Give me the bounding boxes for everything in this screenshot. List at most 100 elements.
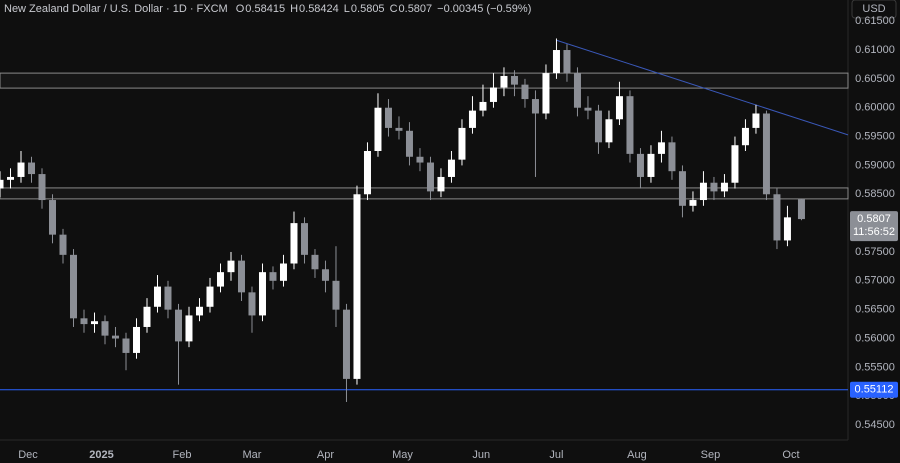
candle-body bbox=[59, 234, 67, 255]
candle-body bbox=[552, 50, 560, 74]
candle-body bbox=[710, 182, 718, 192]
candle-body bbox=[6, 176, 14, 180]
currency[interactable]: USD bbox=[862, 3, 885, 15]
candle-body bbox=[720, 182, 728, 192]
ohlc-label: C bbox=[390, 3, 398, 15]
y-tick-label: 0.59500 bbox=[855, 130, 895, 142]
candle-body bbox=[626, 96, 634, 154]
candle-body bbox=[237, 260, 245, 293]
candle-body bbox=[405, 130, 413, 157]
candle-body bbox=[290, 223, 298, 264]
ohlc-label: L bbox=[344, 3, 350, 15]
level-label: 0.55112 bbox=[855, 384, 894, 396]
candle-body bbox=[479, 101, 487, 111]
candle-body bbox=[332, 280, 340, 310]
candle-body bbox=[584, 107, 592, 111]
y-tick-label: 0.61000 bbox=[855, 44, 895, 56]
y-tick-label: 0.58500 bbox=[855, 188, 895, 200]
candle-body bbox=[636, 153, 644, 177]
candle-body bbox=[363, 150, 371, 195]
chart-title: New Zealand Dollar / U.S. Dollar · 1D · … bbox=[4, 3, 228, 15]
candle-body bbox=[384, 107, 392, 128]
candle-body bbox=[216, 272, 224, 287]
candle-body bbox=[783, 217, 791, 241]
candle-body bbox=[437, 176, 445, 192]
candle-body bbox=[101, 321, 109, 336]
countdown: 11:56:52 bbox=[853, 226, 895, 238]
candle-body bbox=[458, 127, 466, 160]
candle-body bbox=[143, 306, 151, 327]
x-tick-label: 2025 bbox=[89, 449, 113, 461]
ohlc-label: O bbox=[236, 3, 245, 15]
x-tick-label: Apr bbox=[317, 449, 334, 461]
currency-box[interactable] bbox=[851, 0, 897, 19]
candle-body bbox=[300, 223, 308, 255]
y-tick-label: 0.59000 bbox=[855, 159, 895, 171]
candle-body bbox=[0, 179, 4, 189]
zone bbox=[0, 187, 849, 200]
ohlc-value: 0.58424 bbox=[299, 3, 339, 15]
candle-body bbox=[185, 315, 193, 342]
x-tick-label: May bbox=[392, 449, 413, 461]
candle-body bbox=[668, 142, 676, 172]
candle-body bbox=[90, 321, 98, 325]
x-tick-label: Dec bbox=[18, 449, 38, 461]
candle-body bbox=[38, 174, 46, 201]
candle-body bbox=[678, 171, 686, 206]
candle-body bbox=[797, 199, 805, 220]
candle-body bbox=[395, 127, 403, 131]
candle-body bbox=[731, 145, 739, 183]
candle-body bbox=[416, 156, 424, 163]
price-label-box bbox=[850, 211, 898, 242]
candle-body bbox=[615, 96, 623, 120]
y-tick-label: 0.54500 bbox=[855, 419, 895, 431]
x-tick-label: Jul bbox=[549, 449, 563, 461]
candle-body bbox=[741, 127, 749, 146]
candle-body bbox=[69, 254, 77, 319]
candle-body bbox=[153, 286, 161, 307]
candle-body bbox=[531, 99, 539, 114]
trend-line bbox=[556, 39, 849, 136]
y-tick-label: 0.60500 bbox=[855, 73, 895, 85]
candle-body bbox=[227, 260, 235, 273]
candle-body bbox=[17, 162, 25, 177]
candle-body bbox=[773, 194, 781, 241]
candle-body bbox=[374, 107, 382, 151]
candle-body bbox=[27, 162, 35, 175]
candle-body bbox=[542, 73, 550, 114]
y-tick-label: 0.57500 bbox=[855, 246, 895, 258]
candle-body bbox=[762, 113, 770, 195]
y-tick-label: 0.55500 bbox=[855, 361, 895, 373]
candle-body bbox=[269, 272, 277, 281]
y-tick-label: 0.56000 bbox=[855, 332, 895, 344]
candle-body bbox=[164, 286, 172, 310]
candle-body bbox=[447, 159, 455, 177]
zone bbox=[0, 72, 849, 89]
ohlc-value: 0.5805 bbox=[351, 3, 385, 15]
candle-body bbox=[48, 200, 56, 235]
candle-body bbox=[468, 110, 476, 128]
candle-body bbox=[521, 84, 529, 100]
candle-body bbox=[111, 335, 119, 339]
candle-body bbox=[80, 318, 88, 325]
candle-body bbox=[594, 110, 602, 143]
candle-body bbox=[699, 182, 707, 201]
price-label: 0.5807 bbox=[857, 213, 891, 225]
y-tick-label: 0.57000 bbox=[855, 275, 895, 287]
x-tick-label: Oct bbox=[782, 449, 799, 461]
candle-body bbox=[248, 292, 256, 316]
candle-body bbox=[122, 338, 130, 353]
candle-body bbox=[279, 263, 287, 281]
candle-body bbox=[500, 75, 508, 88]
candle-body bbox=[353, 194, 361, 379]
candle-body bbox=[689, 200, 697, 206]
candle-body bbox=[752, 113, 760, 128]
x-tick-label: Sep bbox=[701, 449, 721, 461]
y-tick-label: 0.56500 bbox=[855, 304, 895, 316]
candle-body bbox=[258, 272, 266, 316]
x-tick-label: Jun bbox=[472, 449, 490, 461]
candle-body bbox=[573, 73, 581, 108]
candle-body bbox=[174, 309, 182, 342]
